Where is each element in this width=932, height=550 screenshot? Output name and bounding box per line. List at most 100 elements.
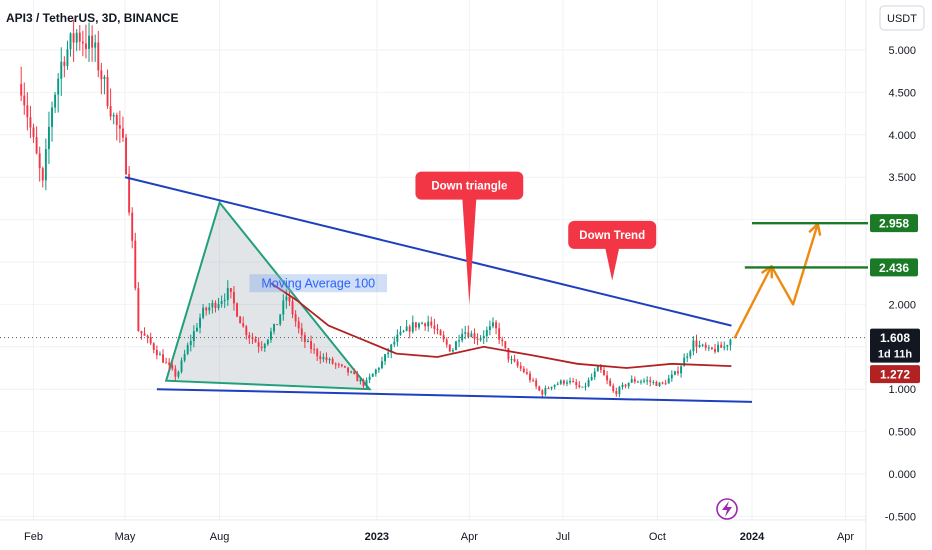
candle-body (112, 115, 115, 117)
candle-body (229, 288, 232, 292)
candle-body (590, 377, 593, 381)
triangle-pattern[interactable] (164, 200, 372, 391)
candle-body (501, 339, 504, 342)
candle-body (266, 339, 269, 345)
annotations[interactable]: Down triangle Down Trend Moving Average 10… (249, 171, 657, 305)
candle-body (177, 371, 180, 377)
candle-body (482, 336, 485, 339)
candle-body (106, 76, 109, 106)
candle-body (307, 340, 309, 342)
candle-body (525, 372, 528, 374)
candle-body (236, 303, 238, 317)
candle-body (91, 35, 94, 48)
candle-body (162, 354, 164, 363)
candle-body (350, 371, 353, 373)
candle-body (51, 107, 53, 127)
candle-body (673, 371, 676, 375)
candles (20, 19, 732, 398)
support-line[interactable] (156, 388, 753, 403)
candle-body (587, 380, 590, 387)
callout-down-triangle[interactable]: Down triangle (415, 171, 524, 305)
countdown-text: 1d 11h (878, 349, 913, 361)
candle-body (41, 168, 44, 181)
candle-body (152, 343, 155, 350)
candle-body (217, 303, 220, 309)
y-tick-label: 0.000 (888, 469, 916, 481)
label-moving-average[interactable]: Moving Average 100 (249, 274, 388, 293)
ma-price-badge: 1.272 (870, 365, 920, 384)
candle-body (44, 149, 47, 181)
candle-body (445, 339, 448, 345)
candle-body (424, 323, 427, 327)
candle-body (214, 302, 217, 309)
candle-body (140, 330, 143, 334)
candle-body (729, 339, 732, 346)
level-badge: 2.958 (870, 214, 918, 233)
candle-body (492, 322, 494, 327)
x-tick-labels: Feb May Aug 2023 Apr Jul Oct 2024 Apr (24, 531, 854, 543)
candle-body (174, 368, 177, 377)
down-trend-line[interactable] (124, 176, 732, 327)
candle-body (359, 379, 362, 382)
candle-body (165, 362, 168, 364)
candle-body (566, 382, 568, 384)
candle-body (418, 323, 420, 328)
lightning-icon[interactable] (716, 498, 738, 520)
callout-down-trend[interactable]: Down Trend (568, 220, 657, 281)
candle-body (297, 321, 300, 329)
candle-body (726, 345, 729, 347)
trendlines[interactable] (124, 176, 753, 403)
candle-body (88, 35, 90, 49)
candle-body (325, 357, 328, 361)
candle-body (451, 350, 454, 352)
candle-body (584, 386, 587, 388)
candle-body (137, 288, 140, 331)
candle-body (455, 341, 457, 351)
candle-body (396, 334, 399, 342)
candle-body (448, 344, 451, 352)
moving-average-line[interactable] (270, 282, 732, 369)
candle-body (115, 115, 118, 126)
candle-body (54, 94, 57, 108)
candle-body (245, 326, 248, 336)
candle-body (100, 70, 103, 80)
candle-body (692, 340, 695, 352)
candle-body (550, 386, 553, 389)
callout-pointer (605, 247, 620, 281)
candle-body (649, 380, 652, 383)
candle-body (285, 296, 288, 301)
candle-body (384, 354, 387, 362)
candle-body (519, 365, 522, 369)
candle-body (556, 383, 559, 385)
candle-body (516, 361, 519, 366)
currency-button[interactable]: USDT (879, 5, 925, 31)
candle-body (695, 340, 698, 347)
candle-body (365, 379, 368, 387)
candle-body (205, 307, 208, 311)
candle-body (643, 380, 646, 382)
candle-body (393, 341, 396, 345)
candle-body (593, 371, 596, 378)
candle-body (356, 373, 359, 382)
candle-body (300, 328, 303, 336)
candle-body (118, 125, 121, 129)
candle-body (328, 358, 331, 361)
current-price-badge: 1.608 1d 11h (870, 328, 920, 363)
candle-body (239, 316, 242, 324)
candle-body (131, 212, 134, 241)
candle-body (529, 373, 531, 381)
price-levels[interactable] (0, 221, 868, 339)
candle-body (473, 333, 476, 339)
projection-path[interactable] (733, 223, 819, 339)
ma-100-line[interactable] (270, 282, 732, 369)
candle-body (279, 314, 282, 325)
badge-bg (870, 214, 918, 233)
candle-body (109, 105, 112, 117)
triangle-shape[interactable] (164, 200, 372, 391)
candle-body (97, 42, 100, 71)
candle-body (476, 338, 479, 340)
badge-text: 2.436 (879, 261, 909, 275)
label-bg (249, 274, 388, 293)
